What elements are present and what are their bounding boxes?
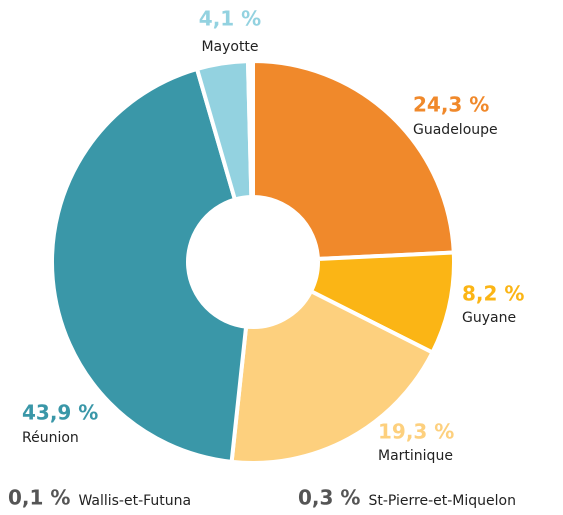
value-label: 4,1 % [199, 7, 261, 31]
value-label: 19,3 % [378, 420, 454, 444]
category-label: Wallis-et-Futuna [78, 493, 191, 509]
donut-slice [50, 66, 249, 465]
value-label: 0,1 % [8, 486, 70, 510]
donut-slice [229, 288, 436, 465]
donut-slice [251, 58, 456, 262]
category-label: Martinique [378, 448, 453, 464]
value-label: 43,9 % [22, 401, 98, 425]
category-label: Guadeloupe [413, 122, 498, 138]
value-label: 0,3 % [298, 486, 360, 510]
category-label: St-Pierre-et-Miquelon [368, 493, 516, 509]
category-label: Guyane [462, 310, 516, 326]
donut-slice [247, 58, 255, 200]
category-label: Réunion [22, 430, 79, 446]
value-label: 8,2 % [462, 282, 524, 306]
value-label: 24,3 % [413, 93, 489, 117]
category-label: Mayotte [201, 39, 258, 55]
